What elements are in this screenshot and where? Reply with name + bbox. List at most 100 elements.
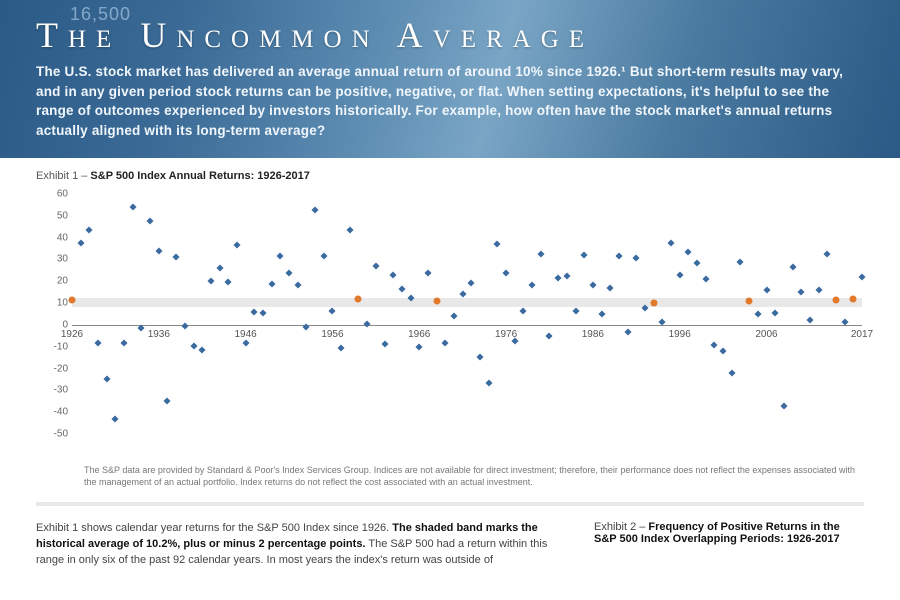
hero-body-text: The U.S. stock market has delivered an a… — [36, 62, 864, 140]
y-tick-label: 40 — [44, 232, 72, 243]
data-point — [485, 379, 492, 386]
data-point — [181, 322, 188, 329]
data-point — [615, 253, 622, 260]
data-point — [268, 280, 275, 287]
chart-footnote: The S&P data are provided by Standard & … — [36, 458, 864, 488]
average-band — [72, 298, 862, 307]
data-point — [624, 328, 631, 335]
x-tick-label: 1926 — [61, 327, 83, 340]
data-point — [416, 343, 423, 350]
data-point — [277, 252, 284, 259]
data-point — [694, 259, 701, 266]
data-point — [520, 307, 527, 314]
data-point — [199, 347, 206, 354]
hero-banner: The Uncommon Average The U.S. stock mark… — [0, 0, 900, 158]
y-tick-label: 20 — [44, 276, 72, 287]
data-point — [294, 281, 301, 288]
data-point — [86, 226, 93, 233]
exhibit-1-prefix: Exhibit 1 – — [36, 170, 90, 182]
data-point — [772, 309, 779, 316]
data-point — [789, 264, 796, 271]
data-point — [572, 308, 579, 315]
data-point — [225, 278, 232, 285]
data-point — [381, 340, 388, 347]
data-point — [207, 277, 214, 284]
x-tick-label: 1936 — [148, 327, 170, 340]
data-point-highlight — [433, 297, 440, 304]
data-point — [94, 340, 101, 347]
zero-axis-line — [72, 325, 862, 326]
x-tick-label: 1986 — [582, 327, 604, 340]
page: The Uncommon Average The U.S. stock mark… — [0, 0, 900, 600]
data-point — [806, 317, 813, 324]
data-point — [450, 313, 457, 320]
data-point — [667, 239, 674, 246]
data-point — [77, 240, 84, 247]
data-point — [589, 281, 596, 288]
data-point — [720, 347, 727, 354]
data-point — [494, 240, 501, 247]
x-tick-label: 1996 — [669, 327, 691, 340]
data-point — [390, 272, 397, 279]
data-point — [251, 309, 258, 316]
x-tick-label: 1956 — [321, 327, 343, 340]
data-point — [129, 204, 136, 211]
data-point — [529, 281, 536, 288]
x-tick-label: 2006 — [755, 327, 777, 340]
y-tick-label: -10 — [44, 341, 72, 352]
data-point — [563, 272, 570, 279]
data-point — [824, 251, 831, 258]
scatter-chart: -50-40-30-20-100102030405060192619361946… — [36, 188, 864, 458]
data-point — [503, 269, 510, 276]
data-point — [546, 332, 553, 339]
data-point — [233, 242, 240, 249]
data-point — [155, 247, 162, 254]
data-point — [424, 269, 431, 276]
exhibit-2-prefix: Exhibit 2 – — [594, 521, 648, 533]
data-point — [607, 285, 614, 292]
y-tick-label: 50 — [44, 210, 72, 221]
data-point-highlight — [746, 298, 753, 305]
data-point — [858, 274, 865, 281]
data-point — [780, 402, 787, 409]
data-point — [598, 310, 605, 317]
x-tick-label: 1966 — [408, 327, 430, 340]
x-tick-label: 2017 — [851, 327, 873, 340]
data-point — [537, 251, 544, 258]
plot-area: -50-40-30-20-100102030405060192619361946… — [72, 194, 862, 434]
data-point — [468, 280, 475, 287]
data-point — [476, 353, 483, 360]
data-point — [112, 416, 119, 423]
y-tick-label: -30 — [44, 385, 72, 396]
y-tick-label: -50 — [44, 429, 72, 440]
data-point — [737, 259, 744, 266]
y-tick-label: -40 — [44, 407, 72, 418]
data-point — [398, 285, 405, 292]
data-point — [346, 227, 353, 234]
data-point — [728, 370, 735, 377]
exhibit-1-section: Exhibit 1 – S&P 500 Index Annual Returns… — [0, 158, 900, 492]
data-point — [173, 254, 180, 261]
data-point-highlight — [832, 297, 839, 304]
data-point — [555, 275, 562, 282]
data-point — [676, 271, 683, 278]
data-point — [320, 252, 327, 259]
y-tick-label: -20 — [44, 363, 72, 374]
desc-prefix: Exhibit 1 shows calendar year returns fo… — [36, 522, 392, 534]
data-point — [633, 255, 640, 262]
data-point — [711, 341, 718, 348]
data-point — [763, 287, 770, 294]
data-point — [285, 269, 292, 276]
y-tick-label: 30 — [44, 254, 72, 265]
data-point — [754, 311, 761, 318]
data-point — [459, 290, 466, 297]
data-point — [312, 207, 319, 214]
data-point — [216, 265, 223, 272]
data-point-highlight — [355, 295, 362, 302]
data-point-highlight — [69, 296, 76, 303]
exhibit-2-heading: Exhibit 2 – Frequency of Positive Return… — [594, 521, 864, 569]
data-point — [581, 251, 588, 258]
data-point — [103, 376, 110, 383]
lower-section: Exhibit 1 shows calendar year returns fo… — [0, 506, 900, 569]
data-point-highlight — [650, 299, 657, 306]
